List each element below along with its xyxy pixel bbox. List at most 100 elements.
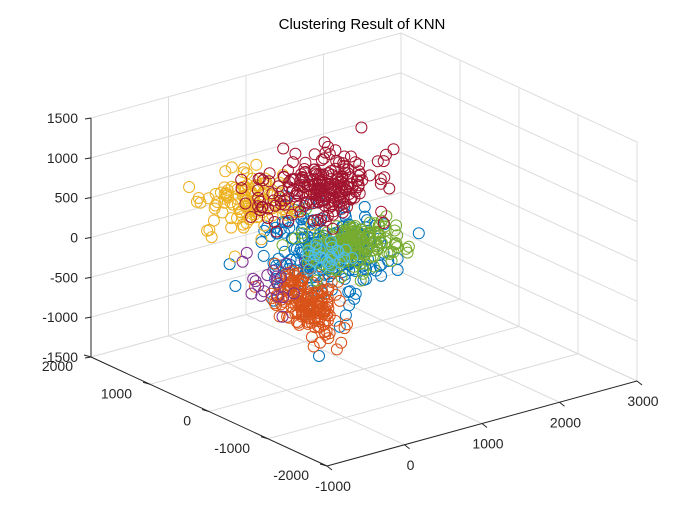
scatter-point: [388, 224, 401, 237]
x-tick-label: 2000: [550, 414, 581, 430]
scatter-point: [295, 213, 308, 226]
scatter-point: [349, 185, 362, 198]
scatter-point: [261, 212, 274, 224]
y-tick-label: 2000: [42, 358, 73, 374]
scatter-point: [318, 136, 331, 149]
scatter-point: [322, 283, 335, 295]
scatter-point: [402, 240, 415, 253]
scatter-point: [306, 197, 319, 210]
scatter-point: [412, 227, 425, 240]
scatter-point: [271, 227, 284, 240]
scatter-point: [257, 249, 270, 262]
scatter-point: [267, 264, 280, 277]
scatter-point: [327, 191, 340, 204]
scatter-point: [276, 185, 289, 198]
gridline-y-floor: [149, 298, 461, 385]
scatter-point: [243, 213, 256, 226]
scatter-point: [275, 293, 288, 306]
scatter-point: [307, 214, 320, 227]
scatter-point: [336, 170, 349, 183]
scatter-point: [266, 187, 279, 200]
scatter-point: [235, 173, 248, 186]
gridline-z-rightwall: [400, 32, 638, 143]
scatter-point: [272, 180, 285, 193]
scatter-point: [333, 156, 346, 169]
scatter-point: [354, 168, 367, 181]
scatter-point: [338, 252, 351, 264]
scatter-point: [301, 245, 314, 257]
scatter-point: [307, 173, 319, 186]
scatter-point: [308, 179, 321, 192]
scatter-point: [319, 214, 332, 227]
scatter-point: [343, 188, 356, 200]
scatter-point: [341, 318, 353, 331]
scatter-point: [319, 305, 331, 318]
cluster-series: [235, 121, 400, 238]
scatter-point: [355, 121, 368, 134]
scatter-point: [305, 331, 318, 343]
scatter-point: [280, 257, 293, 270]
scatter-point: [385, 245, 398, 258]
scatter-point: [268, 216, 281, 228]
scatter-point: [276, 239, 289, 252]
gridline-z-backwall: [90, 112, 402, 199]
cluster-series: [301, 235, 359, 276]
scatter-point: [209, 187, 222, 200]
scatter-point: [222, 191, 234, 204]
scatter-point: [346, 251, 359, 264]
scatter-point: [228, 250, 241, 263]
scatter-point: [277, 142, 290, 155]
scatter-point: [275, 271, 287, 284]
scatter-point: [339, 243, 352, 256]
scatter-point: [295, 231, 308, 244]
y-tick-mark: [201, 409, 210, 412]
scatter-point: [288, 232, 301, 245]
x-tick-mark: [326, 465, 333, 471]
scatter-point: [333, 188, 346, 201]
scatter-point: [338, 272, 351, 285]
scatter-point: [352, 169, 365, 182]
y-tick-mark: [319, 463, 328, 467]
scatter-point: [278, 171, 290, 184]
y-tick-label: -1000: [214, 440, 250, 456]
scatter-point: [287, 265, 299, 277]
scatter-point: [308, 148, 321, 161]
scatter-point: [302, 304, 315, 316]
scatter-point: [270, 270, 283, 283]
scatter-point: [183, 181, 196, 193]
scatter-point: [300, 196, 313, 208]
scatter-point: [350, 255, 363, 268]
scatter-point: [327, 248, 340, 261]
scatter-point: [299, 166, 311, 179]
y-tick-label: -2000: [273, 467, 309, 483]
scatter-point: [295, 223, 308, 236]
gridline-z-rightwall: [400, 152, 638, 262]
scatter-point: [225, 161, 238, 174]
scatter-point: [331, 244, 344, 257]
chart-title: Clustering Result of KNN: [279, 16, 446, 33]
scatter-point: [375, 205, 388, 218]
scatter-point: [329, 288, 342, 301]
cluster-series: [236, 246, 312, 323]
scatter-point: [336, 206, 349, 219]
scatter-point: [312, 315, 325, 328]
scatter-point: [203, 223, 216, 236]
scatter-point: [401, 246, 414, 259]
scatter-point: [354, 274, 367, 287]
x-tick-mark: [404, 444, 410, 450]
scatter-point: [221, 184, 234, 197]
scatter-point: [322, 140, 334, 153]
scatter-point: [208, 202, 221, 215]
scatter-point: [238, 162, 250, 175]
gridline-z-rightwall: [400, 191, 638, 302]
scatter-point: [339, 166, 352, 179]
z-tick-mark: [84, 237, 92, 239]
scatter-point: [372, 243, 384, 256]
scatter-point: [359, 210, 371, 223]
scatter-point: [255, 236, 268, 249]
z-tick-label: -1500: [42, 349, 78, 365]
gridline-y-floor: [267, 353, 579, 440]
y-tick-label: 1000: [101, 385, 132, 401]
scatter-point: [390, 219, 403, 232]
scatter-point: [244, 185, 257, 198]
